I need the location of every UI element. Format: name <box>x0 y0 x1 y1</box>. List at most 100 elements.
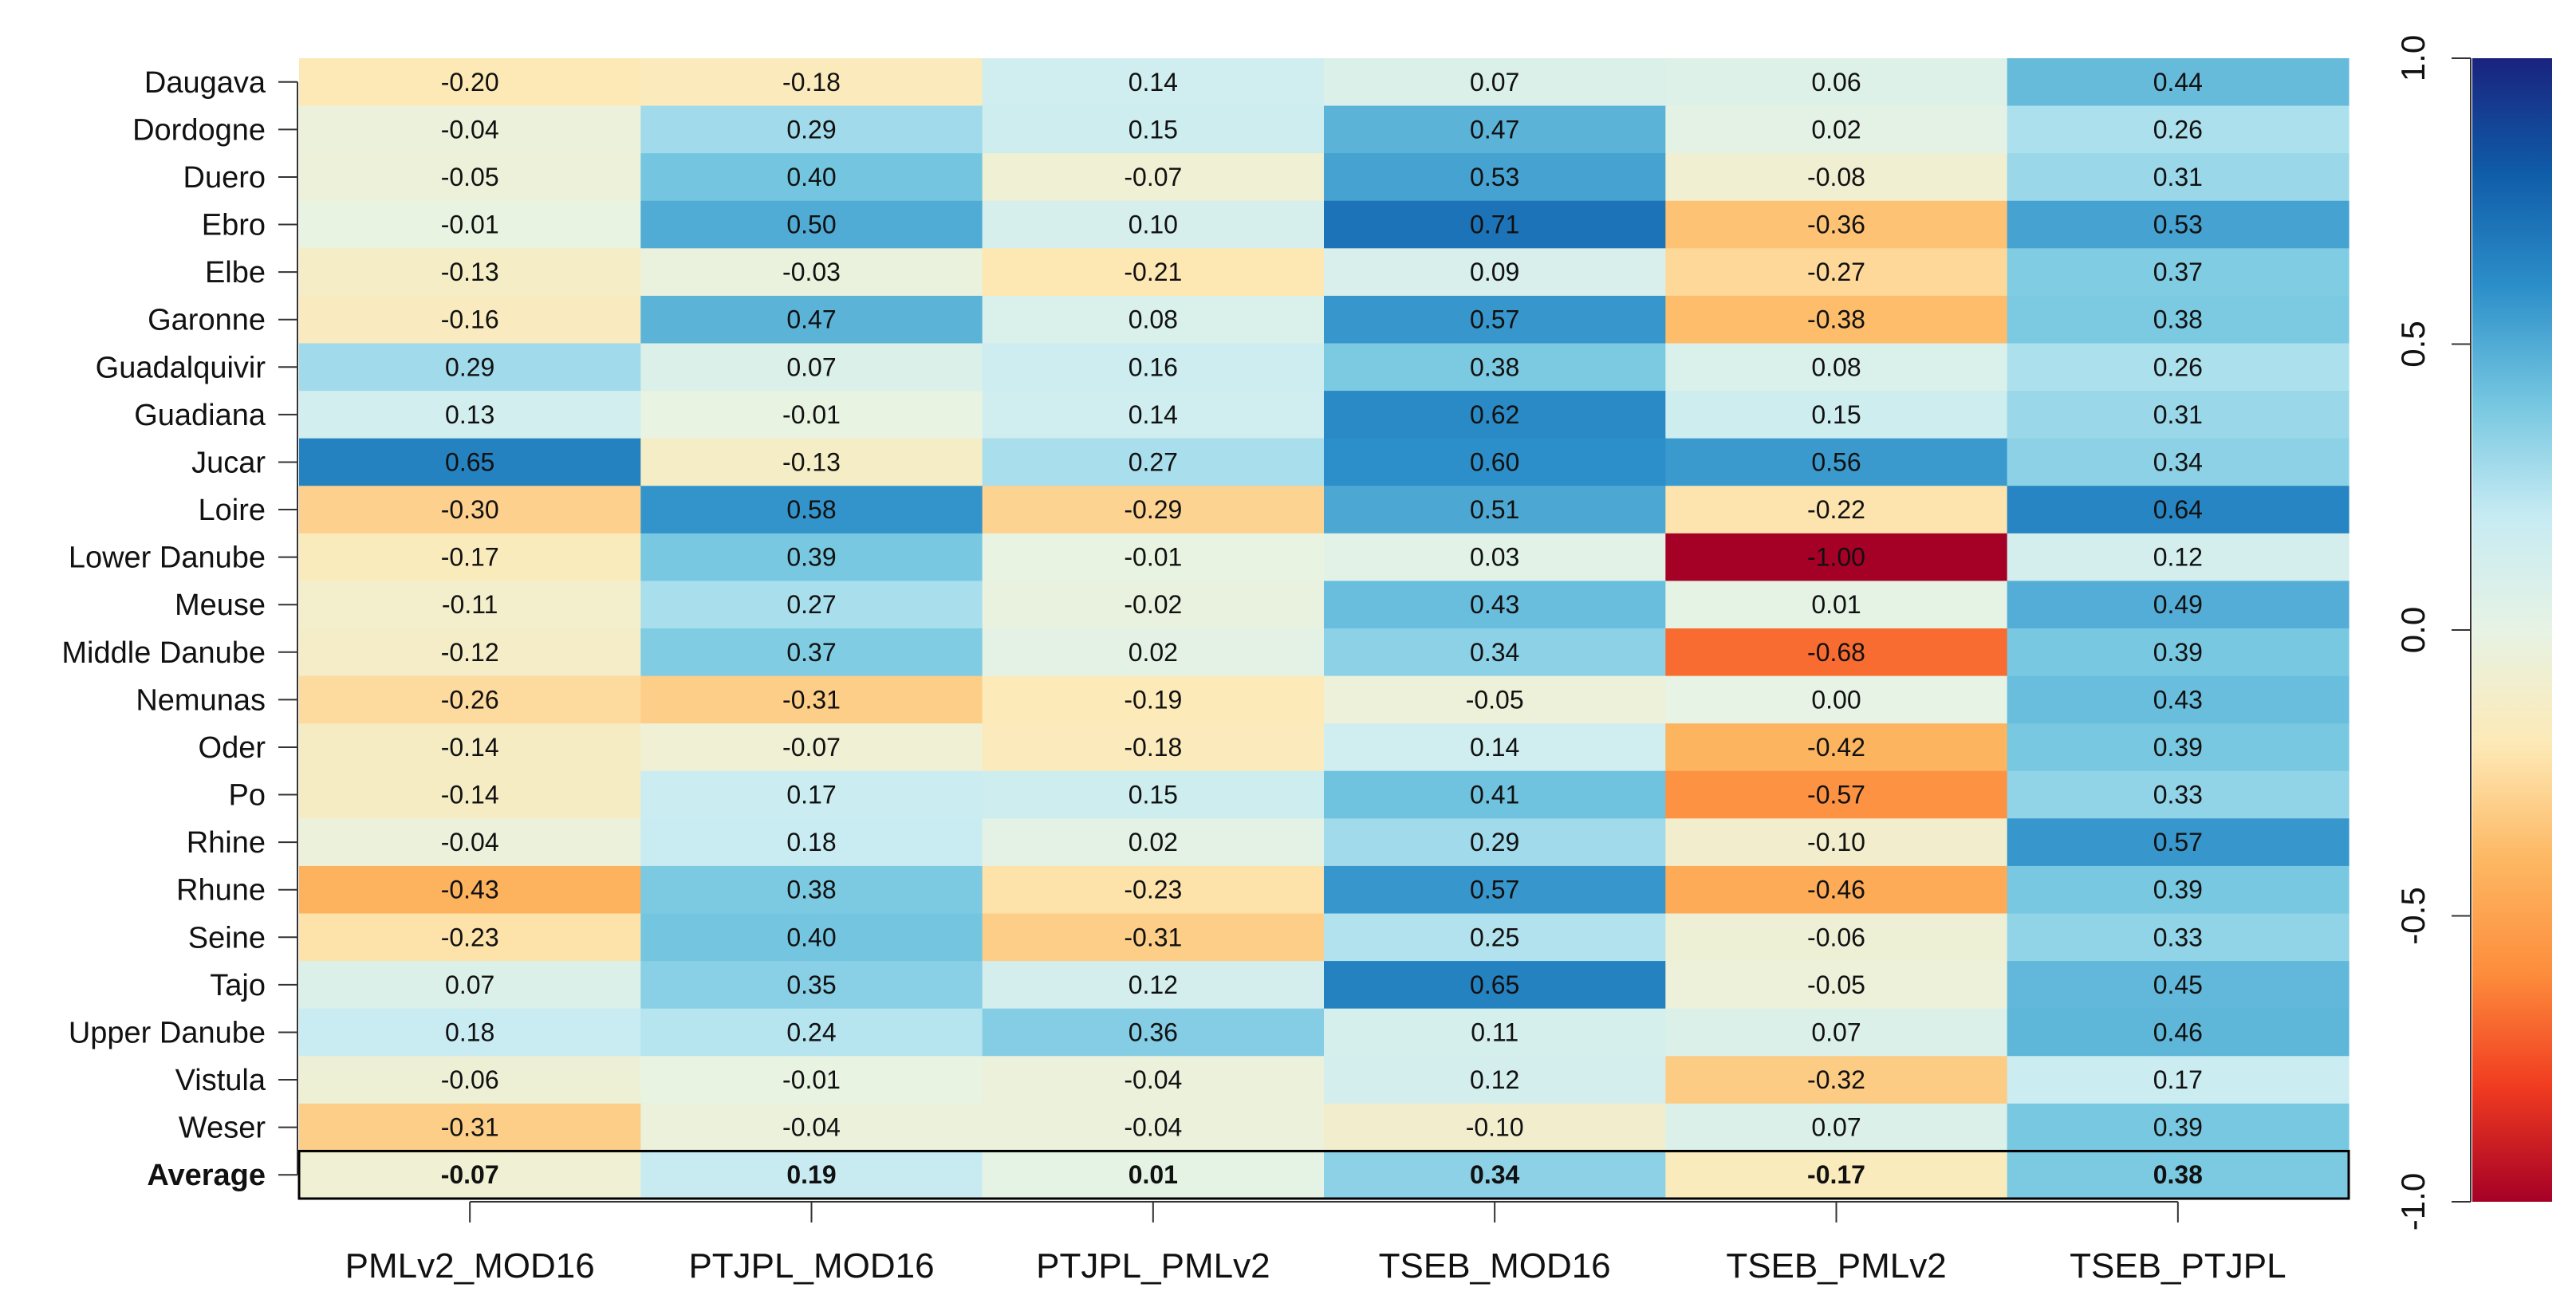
cell-value-rhine-tseb-ptjpl: 0.57 <box>2153 828 2203 856</box>
colorbar-gradient <box>2472 58 2552 1202</box>
cell-value-dordogne-tseb-ptjpl: 0.26 <box>2153 115 2203 144</box>
cell-value-nemunas-pmlv2-mod16: -0.26 <box>441 685 499 714</box>
colorbar-label-0-5: -0.5 <box>2394 887 2432 944</box>
cell-value-dordogne-ptjpl-mod16: 0.29 <box>786 115 836 144</box>
heatmap-cell-loire-tseb-pmlv2 <box>1665 486 2008 534</box>
heatmap-cell-duero-ptjpl-mod16 <box>640 153 983 202</box>
heatmap-cell-guadalquivir-ptjpl-pmlv2 <box>982 343 1325 392</box>
cell-value-labels: -0.20 -0.18 0.14 0.07 0.06 0.44 -0.04 0.29 0.15 0… <box>441 68 2203 1189</box>
cell-value-po-pmlv2-mod16: -0.14 <box>441 781 499 809</box>
row-label-garonne: Garonne <box>148 304 266 337</box>
cell-value-lower-danube-pmlv2-mod16: -0.17 <box>441 543 499 572</box>
row-label-average: Average <box>147 1159 266 1192</box>
cell-value-nemunas-tseb-pmlv2: 0.00 <box>1811 685 1861 714</box>
heatmap-cell-nemunas-ptjpl-mod16 <box>640 675 983 724</box>
cell-value-weser-tseb-ptjpl: 0.39 <box>2153 1113 2203 1142</box>
heatmap-cell-rhune-tseb-mod16 <box>1324 865 1666 915</box>
heatmap-cell-tajo-tseb-ptjpl <box>2007 961 2350 1010</box>
cell-value-lower-danube-ptjpl-mod16: 0.39 <box>786 543 836 572</box>
cell-value-tajo-tseb-mod16: 0.65 <box>1470 971 1519 999</box>
column-label-tseb-pmlv2: TSEB_PMLv2 <box>1726 1246 1946 1285</box>
cell-value-lower-danube-tseb-pmlv2: -1.00 <box>1807 543 1865 572</box>
row-label-po: Po <box>229 779 266 813</box>
heatmap-cell-loire-ptjpl-pmlv2 <box>982 486 1325 534</box>
heatmap-cell-guadalquivir-tseb-mod16 <box>1324 343 1666 392</box>
cell-value-rhune-tseb-pmlv2: -0.46 <box>1807 876 1865 904</box>
heatmap-cell-middle-danube-tseb-ptjpl <box>2007 628 2350 677</box>
heatmap-cell-guadiana-tseb-mod16 <box>1324 391 1666 439</box>
heatmap-cell-dordogne-tseb-mod16 <box>1324 105 1666 154</box>
heatmap-cell-nemunas-tseb-pmlv2 <box>1665 675 2008 724</box>
cell-value-dordogne-tseb-mod16: 0.47 <box>1470 115 1519 144</box>
row-labels: Daugava Dordogne Duero Ebro Elbe Garonne Guada… <box>61 66 266 1192</box>
heatmap-cell-meuse-ptjpl-mod16 <box>640 581 983 629</box>
row-label-guadiana: Guadiana <box>134 399 266 432</box>
heatmap-cell-guadiana-tseb-ptjpl <box>2007 391 2350 439</box>
heatmap-cell-garonne-pmlv2-mod16 <box>299 295 641 344</box>
cell-value-garonne-ptjpl-pmlv2: 0.08 <box>1128 305 1178 334</box>
row-label-jucar: Jucar <box>191 446 266 479</box>
heatmap-cell-duero-pmlv2-mod16 <box>299 153 641 202</box>
cell-value-daugava-ptjpl-pmlv2: 0.14 <box>1128 68 1178 96</box>
heatmap-cell-weser-pmlv2-mod16 <box>299 1103 641 1152</box>
cell-value-middle-danube-ptjpl-pmlv2: 0.02 <box>1128 638 1178 667</box>
row-label-weser: Weser <box>179 1112 266 1145</box>
heatmap-cell-duero-ptjpl-pmlv2 <box>982 153 1325 202</box>
cell-value-guadalquivir-ptjpl-mod16: 0.07 <box>786 352 836 381</box>
heatmap-cell-garonne-ptjpl-mod16 <box>640 295 983 344</box>
heatmap-cell-ebro-ptjpl-pmlv2 <box>982 200 1325 249</box>
heatmap-cell-average-tseb-mod16 <box>1324 1151 1666 1199</box>
colorbar-label-0-0: 0.0 <box>2394 607 2432 653</box>
cell-value-guadiana-ptjpl-mod16: -0.01 <box>782 400 841 429</box>
cell-value-dordogne-ptjpl-pmlv2: 0.15 <box>1128 115 1178 144</box>
cell-value-ebro-tseb-pmlv2: -0.36 <box>1807 211 1865 239</box>
heatmap-axes <box>278 81 2350 1222</box>
heatmap-cell-elbe-tseb-mod16 <box>1324 248 1666 297</box>
cell-value-oder-ptjpl-pmlv2: -0.18 <box>1124 733 1182 762</box>
heatmap-cell-guadiana-ptjpl-mod16 <box>640 391 983 439</box>
cell-value-average-tseb-mod16: 0.34 <box>1470 1160 1519 1189</box>
heatmap-cell-upper-danube-ptjpl-pmlv2 <box>982 1008 1325 1057</box>
heatmap-cell-oder-ptjpl-mod16 <box>640 723 983 772</box>
row-label-elbe: Elbe <box>205 256 266 289</box>
cell-value-nemunas-tseb-ptjpl: 0.43 <box>2153 685 2203 714</box>
cell-value-loire-ptjpl-pmlv2: -0.29 <box>1124 495 1182 524</box>
heatmap-cell-ebro-tseb-mod16 <box>1324 200 1666 249</box>
cell-value-middle-danube-tseb-ptjpl: 0.39 <box>2153 638 2203 667</box>
cell-value-po-ptjpl-pmlv2: 0.15 <box>1128 781 1178 809</box>
colorbar-legend: -1.0 -0.5 0.0 0.5 1.0 <box>2394 35 2552 1230</box>
cell-value-seine-pmlv2-mod16: -0.23 <box>441 923 499 951</box>
cell-value-vistula-ptjpl-mod16: -0.01 <box>782 1065 841 1094</box>
heatmap-cell-nemunas-pmlv2-mod16 <box>299 675 641 724</box>
heatmap-cell-guadiana-ptjpl-pmlv2 <box>982 391 1325 439</box>
cell-value-guadiana-pmlv2-mod16: 0.13 <box>445 400 494 429</box>
cell-value-rhune-ptjpl-pmlv2: -0.23 <box>1124 876 1182 904</box>
heatmap-cell-elbe-tseb-ptjpl <box>2007 248 2350 297</box>
heatmap-cell-weser-tseb-mod16 <box>1324 1103 1666 1152</box>
row-label-oder: Oder <box>199 731 266 765</box>
heatmap-cell-tajo-tseb-pmlv2 <box>1665 961 2008 1010</box>
heatmap-cell-jucar-tseb-pmlv2 <box>1665 438 2008 486</box>
row-label-rhine: Rhine <box>187 826 266 860</box>
heatmap-cell-rhine-ptjpl-pmlv2 <box>982 818 1325 867</box>
cell-value-loire-tseb-pmlv2: -0.22 <box>1807 495 1865 524</box>
cell-value-middle-danube-pmlv2-mod16: -0.12 <box>441 638 499 667</box>
heatmap-cell-daugava-ptjpl-pmlv2 <box>982 58 1325 107</box>
cell-value-weser-tseb-mod16: -0.10 <box>1466 1113 1524 1142</box>
cell-value-duero-ptjpl-pmlv2: -0.07 <box>1124 163 1182 191</box>
heatmap-cell-po-ptjpl-pmlv2 <box>982 770 1325 819</box>
cell-value-jucar-tseb-ptjpl: 0.34 <box>2153 447 2203 476</box>
colorbar-label-0-5: 0.5 <box>2394 321 2432 367</box>
heatmap-cell-loire-pmlv2-mod16 <box>299 486 641 534</box>
heatmap-cell-oder-tseb-ptjpl <box>2007 723 2350 772</box>
heatmap-cell-loire-tseb-mod16 <box>1324 486 1666 534</box>
heatmap-cell-lower-danube-pmlv2-mod16 <box>299 533 641 582</box>
cell-value-dordogne-tseb-pmlv2: 0.02 <box>1811 115 1861 144</box>
heatmap-cell-ebro-tseb-ptjpl <box>2007 200 2350 249</box>
cell-value-middle-danube-tseb-pmlv2: -0.68 <box>1807 638 1865 667</box>
heatmap-cell-daugava-tseb-ptjpl <box>2007 58 2350 107</box>
cell-value-guadalquivir-pmlv2-mod16: 0.29 <box>445 352 494 381</box>
heatmap-cell-dordogne-ptjpl-pmlv2 <box>982 105 1325 154</box>
